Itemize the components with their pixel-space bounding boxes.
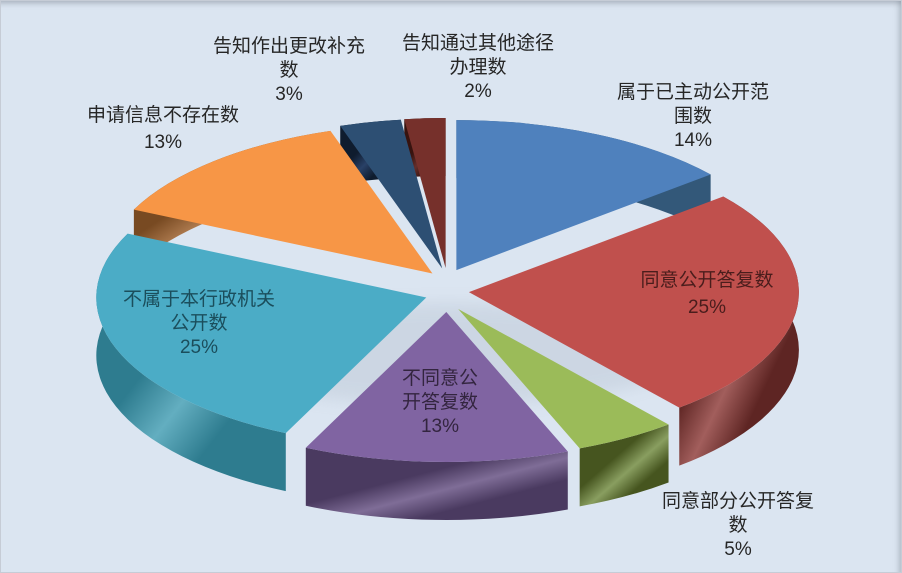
- svg-text:3%: 3%: [275, 84, 303, 105]
- svg-text:开答复数: 开答复数: [402, 391, 478, 413]
- svg-text:5%: 5%: [724, 539, 752, 560]
- svg-text:同意公开答复数: 同意公开答复数: [640, 269, 773, 291]
- svg-text:公开数: 公开数: [170, 312, 227, 334]
- svg-text:属于已主动公开范: 属于已主动公开范: [617, 81, 769, 103]
- svg-text:2%: 2%: [464, 81, 492, 102]
- svg-text:25%: 25%: [180, 337, 218, 358]
- svg-text:数: 数: [279, 59, 298, 81]
- svg-text:告知通过其他途径: 告知通过其他途径: [402, 32, 554, 54]
- svg-text:同意部分公开答复: 同意部分公开答复: [662, 490, 814, 512]
- svg-text:申请信息不存在数: 申请信息不存在数: [87, 104, 239, 126]
- svg-text:围数: 围数: [674, 105, 712, 127]
- svg-text:25%: 25%: [688, 297, 726, 318]
- svg-text:不同意公: 不同意公: [402, 367, 478, 389]
- svg-text:数: 数: [728, 514, 747, 536]
- svg-text:不属于本行政机关: 不属于本行政机关: [123, 288, 275, 310]
- svg-text:13%: 13%: [144, 132, 182, 153]
- svg-text:14%: 14%: [674, 130, 712, 151]
- svg-text:办理数: 办理数: [449, 56, 506, 78]
- svg-text:告知作出更改补充: 告知作出更改补充: [213, 35, 365, 57]
- svg-text:13%: 13%: [421, 416, 459, 437]
